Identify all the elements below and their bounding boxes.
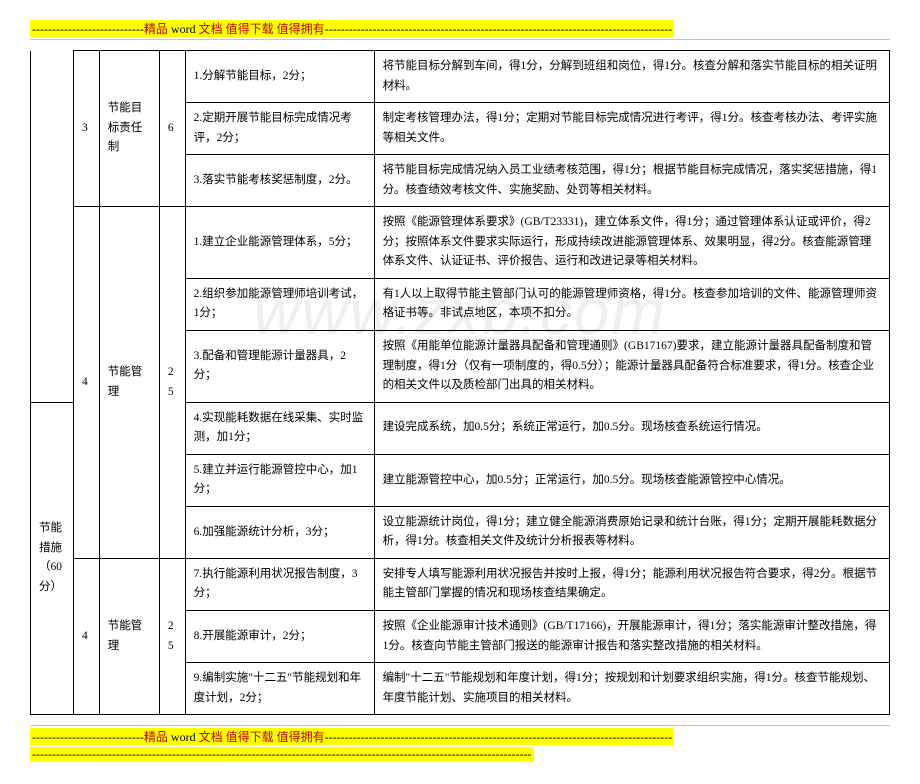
cell-desc: 将节能目标分解到车间，得1分，分解到班组和岗位，得1分。核查分解和落实节能目标的… [374, 51, 889, 103]
cell-desc: 设立能源统计岗位，得1分；建立健全能源消费原始记录和统计台账，得1分；定期开展能… [374, 506, 889, 558]
cell-desc: 建立能源管控中心，加0.5分；正常运行，加0.5分。现场核查能源管控中心情况。 [374, 454, 889, 506]
cell-score: 25 [159, 558, 185, 714]
header-banner: ----------------------------精品 word 文档 值… [30, 20, 890, 37]
cell-desc: 按照《能源管理体系要求》(GB/T23331)，建立体系文件，得1分；通过管理体… [374, 207, 889, 279]
table-row: 4 节能管理 25 1.建立企业能源管理体系，5分； 按照《能源管理体系要求》(… [31, 207, 890, 279]
cell-criteria: 8.开展能源审计，2分； [185, 611, 374, 663]
evaluation-table: 3 节能目标责任制 6 1.分解节能目标，2分； 将节能目标分解到车间，得1分，… [30, 50, 890, 715]
cell-desc: 建设完成系统，加0.5分；系统正常运行，加0.5分。现场核查系统运行情况。 [374, 402, 889, 454]
cell-category: 节能措施（60分） [31, 402, 74, 715]
cell-desc: 编制"十二五"节能规划和年度计划，得1分；按规划和计划要求组织实施，得1分。核查… [374, 663, 889, 715]
cell-idx: 4 [73, 207, 99, 559]
cell-item: 节能目标责任制 [99, 51, 159, 207]
cell-idx: 3 [73, 51, 99, 207]
cell-criteria: 5.建立并运行能源管控中心，加1分； [185, 454, 374, 506]
cell-desc: 有1人以上取得节能主管部门认可的能源管理师资格，得1分。核查参加培训的文件、能源… [374, 278, 889, 330]
cell-criteria: 7.执行能源利用状况报告制度，3分； [185, 558, 374, 610]
cell-desc: 按照《企业能源审计技术通则》(GB/T17166)，开展能源审计，得1分；落实能… [374, 611, 889, 663]
cell-criteria: 6.加强能源统计分析，3分； [185, 506, 374, 558]
footer-banner-2: ----------------------------------------… [30, 747, 890, 762]
cell-criteria: 1.建立企业能源管理体系，5分； [185, 207, 374, 279]
cell-desc: 将节能目标完成情况纳入员工业绩考核范围，得1分；根据节能目标完成情况，落实奖惩措… [374, 155, 889, 207]
cell-criteria: 3.配备和管理能源计量器具，2分； [185, 331, 374, 403]
cell-desc: 按照《用能单位能源计量器具配备和管理通则》(GB17167)要求，建立能源计量器… [374, 331, 889, 403]
cell-criteria: 9.编制实施"十二五"节能规划和年度计划，2分； [185, 663, 374, 715]
table-row: 3 节能目标责任制 6 1.分解节能目标，2分； 将节能目标分解到车间，得1分，… [31, 51, 890, 103]
header-divider [30, 39, 890, 40]
footer-divider [30, 725, 890, 726]
cell-score: 25 [159, 207, 185, 559]
cell-criteria: 2.组织参加能源管理师培训考试，1分； [185, 278, 374, 330]
cell-desc: 制定考核管理办法，得1分；定期对节能目标完成情况进行考评，得1分。核查考核办法、… [374, 103, 889, 155]
cell-idx: 4 [73, 558, 99, 714]
cell-score: 6 [159, 51, 185, 207]
footer-banner-1: ----------------------------精品 word 文档 值… [30, 728, 890, 745]
cell-desc: 安排专人填写能源利用状况报告并按时上报，得1分；能源利用状况报告符合要求，得2分… [374, 558, 889, 610]
cell-blank-top [31, 51, 74, 403]
cell-criteria: 2.定期开展节能目标完成情况考评，2分； [185, 103, 374, 155]
cell-criteria: 4.实现能耗数据在线采集、实时监测，加1分； [185, 402, 374, 454]
cell-criteria: 1.分解节能目标，2分； [185, 51, 374, 103]
table-row: 4 节能管理 25 7.执行能源利用状况报告制度，3分； 安排专人填写能源利用状… [31, 558, 890, 610]
cell-item: 节能管理 [99, 207, 159, 559]
cell-criteria: 3.落实节能考核奖惩制度，2分。 [185, 155, 374, 207]
cell-item: 节能管理 [99, 558, 159, 714]
